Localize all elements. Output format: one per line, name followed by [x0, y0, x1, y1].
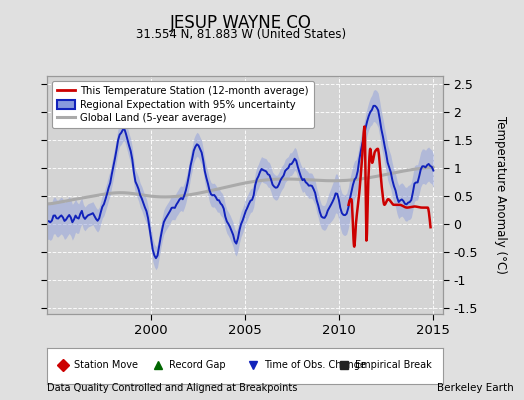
- Y-axis label: Temperature Anomaly (°C): Temperature Anomaly (°C): [494, 116, 507, 274]
- Text: Station Move: Station Move: [74, 360, 138, 370]
- Text: Empirical Break: Empirical Break: [355, 360, 431, 370]
- Text: Time of Obs. Change: Time of Obs. Change: [264, 360, 365, 370]
- Text: JESUP WAYNE CO: JESUP WAYNE CO: [170, 14, 312, 32]
- Text: Record Gap: Record Gap: [169, 360, 225, 370]
- Text: Data Quality Controlled and Aligned at Breakpoints: Data Quality Controlled and Aligned at B…: [47, 383, 298, 393]
- Legend: This Temperature Station (12-month average), Regional Expectation with 95% uncer: This Temperature Station (12-month avera…: [52, 81, 314, 128]
- Text: Berkeley Earth: Berkeley Earth: [437, 383, 514, 393]
- Text: 31.554 N, 81.883 W (United States): 31.554 N, 81.883 W (United States): [136, 28, 346, 41]
